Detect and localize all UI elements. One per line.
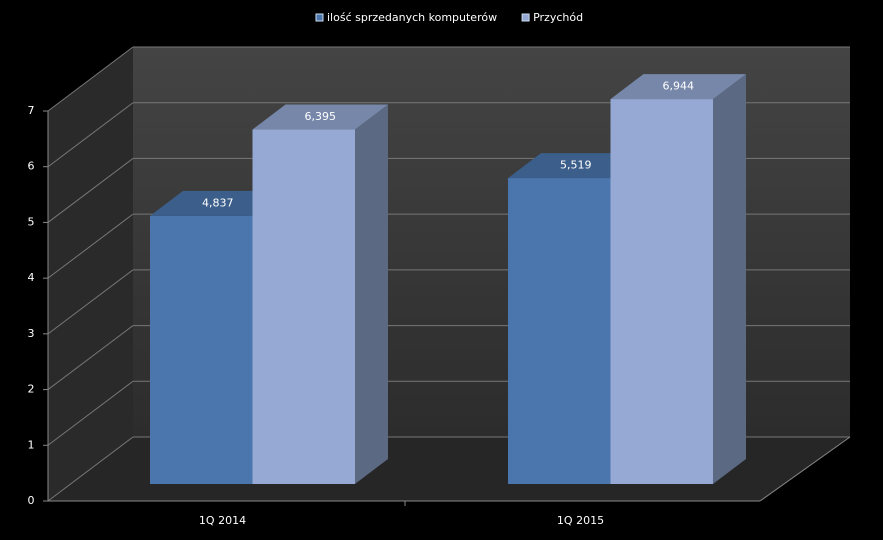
- grid-line: [47, 46, 134, 112]
- grid-line: [47, 102, 134, 168]
- bar: [610, 99, 713, 484]
- legend-label: ilość sprzedanych komputerów: [327, 11, 497, 24]
- grid-line: [47, 325, 134, 390]
- y-tick-label: 5: [28, 215, 35, 228]
- bar-top: [150, 190, 286, 216]
- legend-marker: [315, 13, 324, 22]
- grid-line: [47, 269, 134, 335]
- x-tick-label: 1Q 2014: [199, 514, 246, 527]
- bar-side: [355, 104, 388, 484]
- bar-top: [610, 74, 746, 100]
- data-label: 5,519: [560, 159, 592, 172]
- bar: [252, 129, 355, 484]
- bar: [150, 215, 253, 484]
- bar-top: [252, 104, 388, 130]
- grid-line: [47, 213, 134, 279]
- legend-marker: [521, 13, 530, 22]
- y-tick-label: 6: [28, 160, 35, 173]
- x-tick-label: 1Q 2015: [557, 514, 604, 527]
- data-label: 6,395: [305, 110, 337, 123]
- side-wall: [48, 47, 133, 501]
- data-label: 6,944: [663, 80, 695, 93]
- y-tick-label: 3: [28, 327, 35, 340]
- y-tick-label: 4: [28, 271, 35, 284]
- data-label: 4,837: [202, 196, 234, 209]
- grid-line: [47, 436, 134, 502]
- y-tick-label: 0: [28, 494, 35, 507]
- bar: [508, 178, 611, 484]
- grid-line: [47, 380, 134, 446]
- grid-line: [47, 158, 134, 223]
- x-axis-depth: [759, 436, 851, 502]
- y-tick-label: 1: [28, 438, 35, 451]
- legend-label: Przychód: [533, 11, 583, 24]
- y-tick-label: 7: [28, 104, 35, 117]
- y-tick-label: 2: [28, 383, 35, 396]
- bar-side: [713, 74, 746, 484]
- bar-top: [508, 153, 644, 179]
